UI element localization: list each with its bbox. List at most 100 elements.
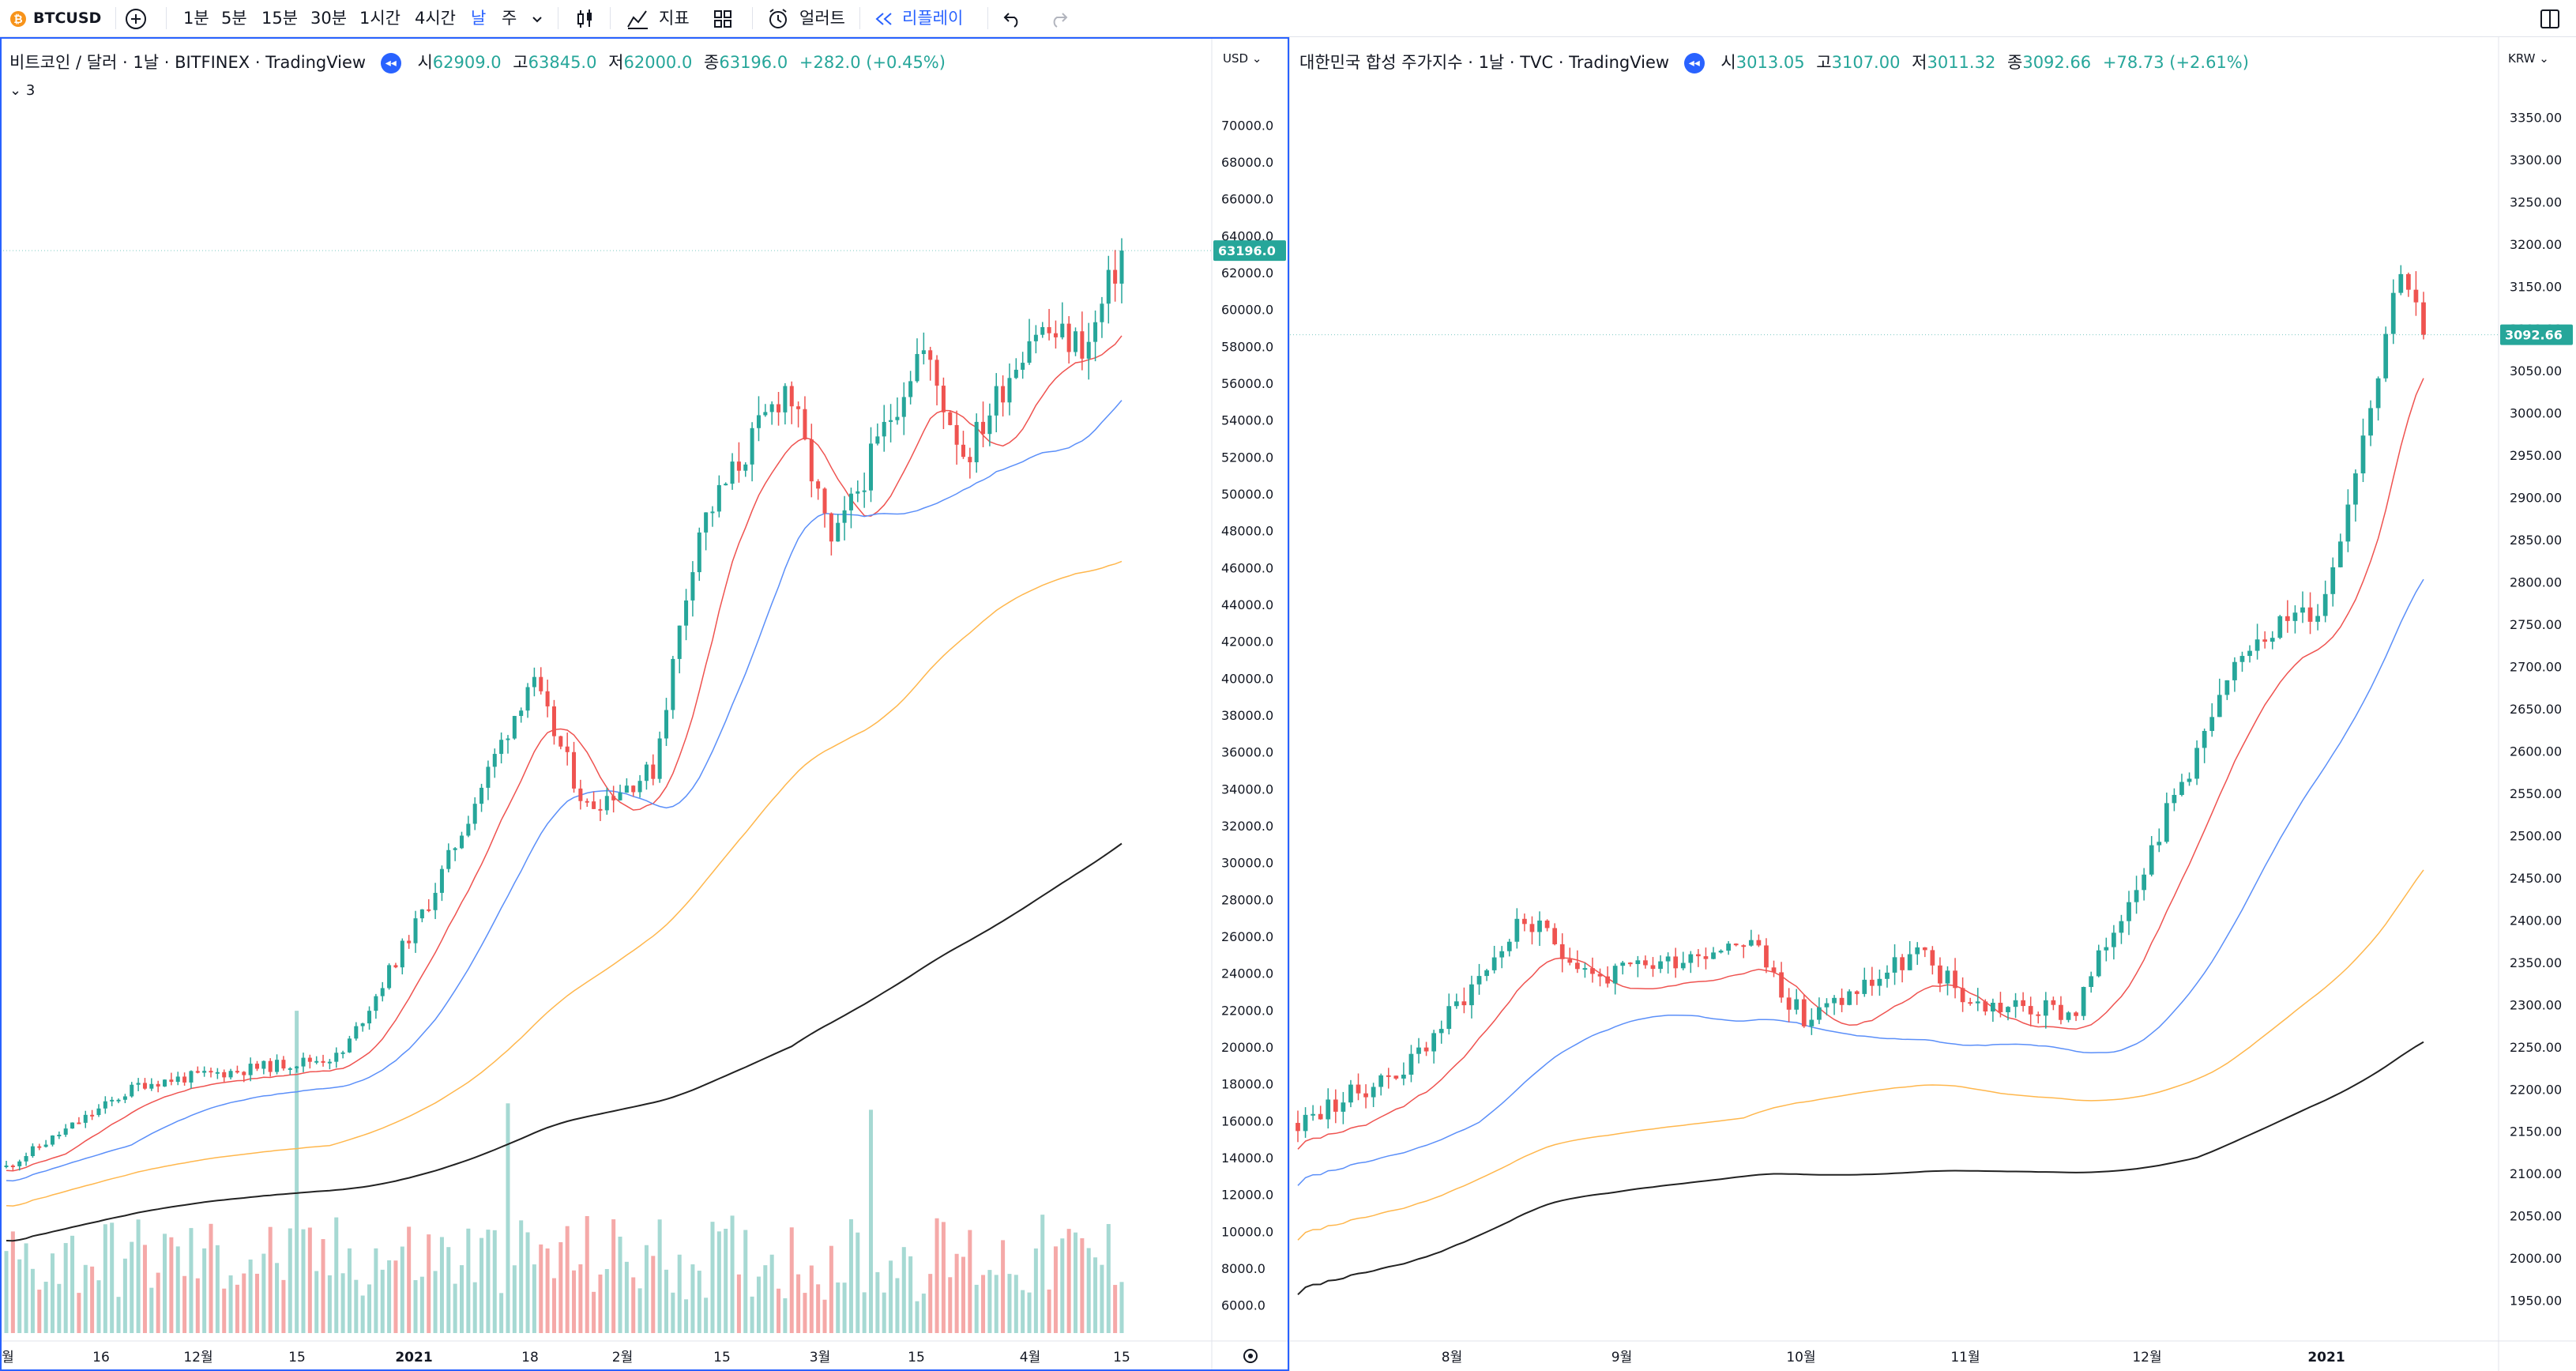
volume-bar <box>321 1239 325 1333</box>
candle-body <box>848 493 853 510</box>
volume-bar <box>380 1269 385 1333</box>
undo-icon[interactable] <box>1002 0 1024 36</box>
candle-body <box>156 1083 160 1087</box>
btcusd-chart[interactable]: 70000.0 68000.0 66000.0 64000.0 62000.0 60000… <box>0 37 1289 1371</box>
volume-bar <box>572 1270 577 1333</box>
volume-bar <box>987 1270 992 1333</box>
interval-week[interactable]: 주 <box>502 9 517 28</box>
volume-bar <box>156 1272 160 1333</box>
volume-bar <box>400 1246 404 1333</box>
interval-5m[interactable]: 5분 <box>221 9 247 28</box>
volume-bar <box>611 1219 616 1333</box>
plus-circle-icon[interactable] <box>125 0 147 36</box>
time-axis: 월 16 12월 15 2021 18 2월 15 3월 15 4월 15 <box>2 1350 1130 1365</box>
gear-icon-hub <box>1248 1354 1253 1358</box>
candle-body <box>2421 302 2426 335</box>
candle-body <box>1665 956 1671 962</box>
candle-body <box>769 404 774 412</box>
candle-body <box>730 461 735 484</box>
interval-1m[interactable]: 1분 <box>183 9 209 28</box>
replay-icon[interactable]: ◂◂ <box>380 53 401 73</box>
candle-body <box>2119 921 2124 933</box>
indicator-toggle[interactable]: ⌄ 3 <box>9 80 35 102</box>
kospi-chart-pane[interactable]: 3350.003300.003250.003200.003150.003100.… <box>1290 37 2576 1371</box>
btc-currency[interactable]: USD ⌄ <box>1223 51 1262 66</box>
volume-bar <box>413 1280 418 1333</box>
candle-body <box>1053 333 1058 337</box>
volume-bar <box>314 1271 319 1333</box>
replay-button[interactable]: 리플레이 <box>902 9 964 28</box>
candle-body <box>1529 924 1535 932</box>
candle-body <box>948 412 953 425</box>
candle-body <box>1741 945 1747 947</box>
time-tick: 12월 <box>2132 1350 2161 1365</box>
candle-body <box>202 1071 207 1073</box>
candle-body <box>1047 326 1051 333</box>
volume-bar <box>347 1248 352 1333</box>
candle-body <box>427 909 431 911</box>
candle-body <box>1582 968 1588 970</box>
time-tick: 2021 <box>2307 1350 2345 1365</box>
symbol-search[interactable]: BTCUSD <box>33 9 102 27</box>
interval-4h[interactable]: 4시간 <box>415 9 457 28</box>
alarm-icon[interactable] <box>766 0 790 36</box>
candle-body <box>1453 1001 1459 1007</box>
candle-body <box>921 350 926 355</box>
candle-body <box>1832 997 1837 1004</box>
interval-15m[interactable]: 15분 <box>261 9 299 28</box>
volume-bar <box>994 1275 998 1333</box>
chevron-down-icon[interactable] <box>531 0 543 36</box>
candle-body <box>2232 661 2237 680</box>
kospi-currency[interactable]: KRW ⌄ <box>2508 51 2549 66</box>
last-price-label-bg <box>2500 324 2573 345</box>
volume-bar <box>459 1265 464 1333</box>
kospi-legend: 대한민국 합성 주가지수 · 1날 · TVC · TradingView ◂◂… <box>1299 51 2249 73</box>
price-tick: 60000.0 <box>1221 303 1273 318</box>
btc-close: 종63196.0 <box>704 53 788 72</box>
interval-day[interactable]: 날 <box>471 9 487 28</box>
volume-bar <box>743 1230 748 1333</box>
candle-body <box>446 849 451 869</box>
layout-icon[interactable] <box>2539 0 2561 36</box>
volume-bar <box>175 1246 180 1333</box>
kospi-chart[interactable]: 3350.003300.003250.003200.003150.003100.… <box>1290 37 2576 1371</box>
candle-body <box>400 940 404 968</box>
interval-1h[interactable]: 1시간 <box>359 9 401 28</box>
redo-icon[interactable] <box>1047 0 1070 36</box>
candle-body <box>1060 323 1065 337</box>
indicators-button[interactable]: 지표 <box>659 9 690 28</box>
candle-body <box>704 512 709 533</box>
volume-bar <box>301 1229 306 1333</box>
price-tick: 2800.00 <box>2510 575 2562 590</box>
pane-divider[interactable] <box>1288 37 1290 1371</box>
interval-30m[interactable]: 30분 <box>310 9 348 28</box>
candle-body <box>2406 273 2411 290</box>
price-tick: 70000.0 <box>1221 118 1273 133</box>
grid-icon[interactable] <box>713 0 733 36</box>
candle-body <box>2292 612 2298 621</box>
candle-body <box>1892 957 1897 973</box>
volume-bar <box>803 1293 807 1333</box>
candle-body <box>130 1084 134 1097</box>
volume-bar <box>651 1256 656 1333</box>
indicators-icon[interactable] <box>626 0 649 36</box>
volume-bar <box>875 1271 880 1333</box>
candle-body <box>901 397 906 417</box>
volume-bar <box>551 1278 556 1333</box>
candle-body <box>70 1122 75 1129</box>
price-tick: 2050.00 <box>2510 1209 2562 1224</box>
rewind-icon[interactable] <box>874 0 894 36</box>
candle-body <box>499 740 504 755</box>
volume-bar <box>235 1284 239 1333</box>
price-tick: 38000.0 <box>1221 708 1273 723</box>
candle-body <box>169 1079 174 1083</box>
candle-body <box>1371 1087 1376 1098</box>
candle-body <box>1627 962 1633 965</box>
candles-icon[interactable] <box>573 0 596 36</box>
candle-body <box>1080 331 1085 359</box>
btcusd-chart-pane[interactable]: 70000.0 68000.0 66000.0 64000.0 62000.0 60000… <box>0 37 1289 1371</box>
price-tick: 2550.00 <box>2510 786 2562 801</box>
candle-body <box>1922 947 1927 951</box>
alert-button[interactable]: 얼러트 <box>799 9 845 28</box>
replay-icon[interactable]: ◂◂ <box>1683 53 1705 73</box>
